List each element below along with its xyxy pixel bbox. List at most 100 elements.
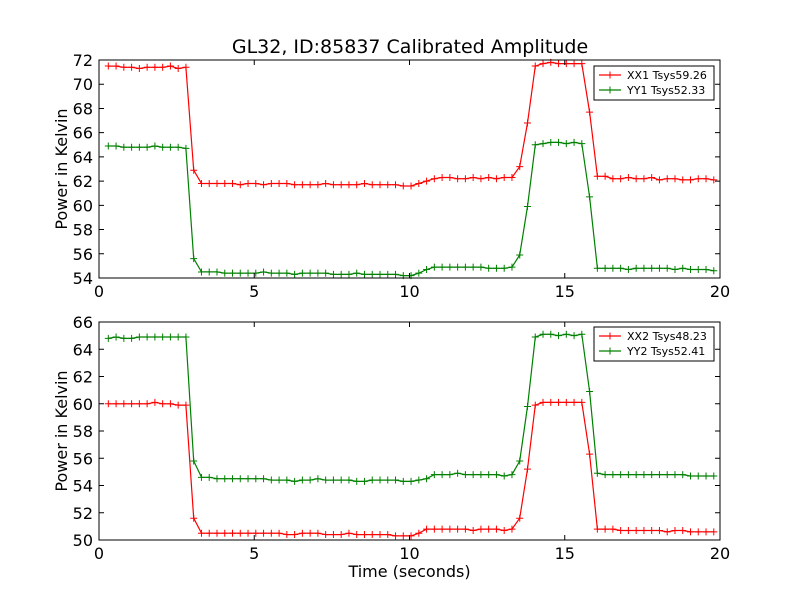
data-point <box>306 529 314 537</box>
data-point <box>376 270 384 278</box>
data-point <box>508 173 516 181</box>
data-point <box>570 332 578 340</box>
data-point <box>291 181 299 189</box>
data-point <box>640 526 648 534</box>
data-point <box>477 525 485 533</box>
data-point <box>384 531 392 539</box>
data-point <box>562 60 570 68</box>
data-point <box>267 180 275 188</box>
data-point <box>438 471 446 479</box>
data-point <box>555 138 563 146</box>
data-point <box>671 471 679 479</box>
data-point <box>120 334 128 342</box>
data-point <box>671 266 679 274</box>
data-point <box>477 263 485 271</box>
data-point <box>609 264 617 272</box>
data-point <box>485 471 493 479</box>
data-point <box>252 269 260 277</box>
y-tick-label: 58 <box>73 422 93 441</box>
data-point <box>252 180 260 188</box>
data-point <box>298 476 306 484</box>
data-point <box>283 476 291 484</box>
data-point <box>415 269 423 277</box>
y-tick-label: 62 <box>73 368 93 387</box>
data-point <box>446 173 454 181</box>
data-point <box>322 531 330 539</box>
data-point <box>562 330 570 338</box>
data-point <box>345 529 353 537</box>
data-point <box>547 330 555 338</box>
data-point <box>469 173 477 181</box>
data-point <box>578 60 586 68</box>
data-point <box>508 525 516 533</box>
data-point <box>174 333 182 341</box>
data-point <box>229 180 237 188</box>
data-point <box>601 264 609 272</box>
legend-item: XX1 Tsys59.26 <box>599 69 707 82</box>
data-point <box>562 398 570 406</box>
x-tick-label: 15 <box>555 282 575 301</box>
legend-label: YY1 Tsys52.33 <box>626 84 705 97</box>
data-point <box>298 181 306 189</box>
data-point <box>624 526 632 534</box>
data-point <box>229 269 237 277</box>
legend-bottom: XX2 Tsys48.23 YY2 Tsys52.41 <box>593 326 715 362</box>
data-point <box>485 173 493 181</box>
data-point <box>376 531 384 539</box>
data-point <box>655 526 663 534</box>
data-point <box>446 471 454 479</box>
data-point <box>143 400 151 408</box>
data-point <box>547 138 555 146</box>
data-point <box>539 398 547 406</box>
data-point <box>104 334 112 342</box>
series-top-2 <box>104 138 718 280</box>
data-point <box>687 472 695 480</box>
data-point <box>687 176 695 184</box>
legend-item: YY1 Tsys52.33 <box>599 84 705 97</box>
data-point <box>236 475 244 483</box>
legend-marker <box>606 332 614 340</box>
data-point <box>593 172 601 180</box>
y-tick-label: 70 <box>73 75 93 94</box>
data-point <box>430 175 438 183</box>
data-point <box>586 193 594 201</box>
data-point <box>337 181 345 189</box>
data-point <box>151 333 159 341</box>
x-axis-label: Time (seconds) <box>347 562 470 581</box>
data-point <box>104 142 112 150</box>
data-point <box>392 476 400 484</box>
data-point <box>454 469 462 477</box>
data-point <box>260 181 268 189</box>
y-axis-label: Power in Kelvin <box>52 108 71 229</box>
data-point <box>624 266 632 274</box>
data-point <box>430 263 438 271</box>
data-point <box>415 529 423 537</box>
data-point <box>329 531 337 539</box>
data-point <box>291 531 299 539</box>
data-point <box>143 63 151 71</box>
data-point <box>469 471 477 479</box>
data-point <box>500 264 508 272</box>
data-point <box>384 181 392 189</box>
y-tick-label: 62 <box>73 172 93 191</box>
data-point <box>221 529 229 537</box>
x-tick-label: 20 <box>710 282 730 301</box>
data-point <box>353 477 361 485</box>
data-point <box>190 166 198 174</box>
data-point <box>229 529 237 537</box>
data-point <box>166 400 174 408</box>
data-point <box>523 119 531 127</box>
legend-box <box>593 65 715 101</box>
data-point <box>500 472 508 480</box>
data-point <box>663 471 671 479</box>
data-point <box>469 263 477 271</box>
legend-label: YY2 Tsys52.41 <box>626 345 705 358</box>
data-point <box>213 529 221 537</box>
data-point <box>655 176 663 184</box>
data-point <box>632 471 640 479</box>
data-point <box>275 269 283 277</box>
data-point <box>632 264 640 272</box>
y-tick-label: 68 <box>73 99 93 118</box>
y-tick-label: 60 <box>73 395 93 414</box>
data-point <box>624 471 632 479</box>
